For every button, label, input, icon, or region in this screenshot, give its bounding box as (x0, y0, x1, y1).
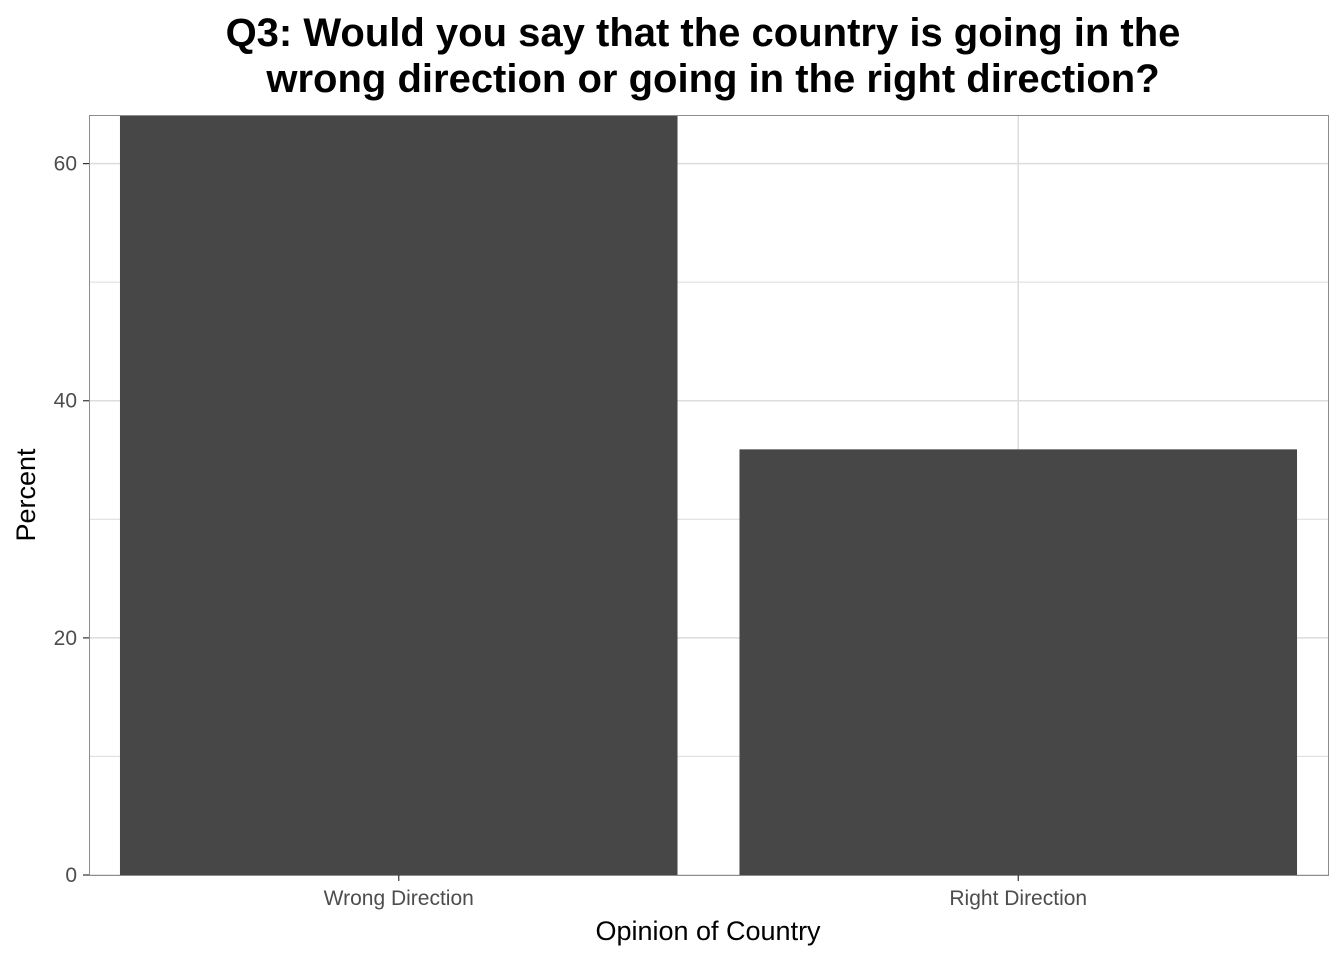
x-tick-label: Right Direction (949, 887, 1087, 910)
x-tick-label: Wrong Direction (324, 887, 474, 910)
y-axis-title: Percent (11, 448, 41, 542)
panel-border (89, 115, 1329, 876)
y-tick-label: 60 (54, 153, 77, 176)
axes: 0 20 40 60 Wrong Direction Right Direction (54, 153, 1087, 910)
bar-right-direction (739, 449, 1298, 875)
bars (119, 115, 1298, 875)
y-tick-label: 40 (54, 390, 77, 413)
chart-title-line-1: Q3: Would you say that the country is go… (226, 11, 1181, 55)
y-tick-label: 0 (65, 864, 77, 887)
chart-title-line-2: wrong direction or going in the right di… (265, 57, 1159, 101)
bar-wrong-direction (119, 115, 678, 875)
y-tick-label: 20 (54, 627, 77, 650)
x-axis-title: Opinion of Country (595, 916, 821, 946)
